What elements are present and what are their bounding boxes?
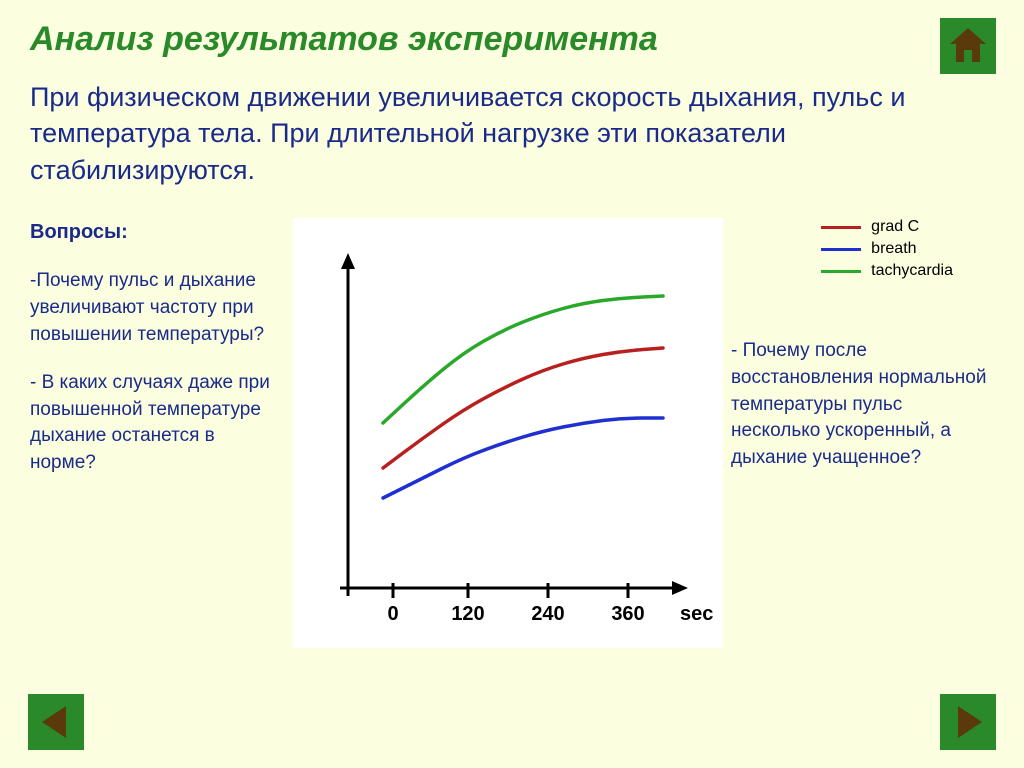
question-1: -Почему пульс и дыхание увеличивают част…	[30, 268, 285, 348]
svg-text:360: 360	[611, 603, 644, 625]
questions-left: Вопросы: -Почему пульс и дыхание увеличи…	[30, 218, 285, 498]
legend-label: tachycardia	[871, 262, 953, 280]
line-chart: 0 120 240 360 sec	[293, 218, 723, 648]
slide: Анализ результатов эксперимента При физи…	[0, 0, 1024, 768]
prev-button[interactable]	[28, 694, 84, 750]
legend-label: breath	[871, 240, 916, 258]
arrow-right-icon	[940, 694, 996, 750]
question-right: - Почему после восстановления нормальной…	[731, 338, 991, 471]
legend-swatch	[821, 270, 861, 273]
content-row: Вопросы: -Почему пульс и дыхание увеличи…	[30, 218, 994, 648]
home-icon	[940, 18, 996, 74]
chart-container: 0120240360sec grad Cbreathtachycardia	[293, 218, 723, 648]
legend-swatch	[821, 226, 861, 229]
svg-text:sec: sec	[680, 603, 713, 625]
svg-text:0: 0	[387, 603, 398, 625]
legend-item: grad C	[821, 218, 953, 236]
chart-legend: grad C breath tachycardia	[821, 218, 953, 284]
next-button[interactable]	[940, 694, 996, 750]
intro-text: При физическом движении увеличивается ск…	[30, 79, 994, 188]
question-2: - В каких случаях даже при повышенной те…	[30, 370, 285, 476]
legend-swatch	[821, 248, 861, 251]
legend-label: grad C	[871, 218, 919, 236]
legend-item: breath	[821, 240, 953, 258]
questions-heading: Вопросы:	[30, 218, 285, 246]
arrow-left-icon	[28, 694, 84, 750]
slide-title: Анализ результатов эксперимента	[30, 20, 994, 59]
svg-text:240: 240	[531, 603, 564, 625]
svg-text:120: 120	[451, 603, 484, 625]
home-button[interactable]	[940, 18, 996, 74]
legend-item: tachycardia	[821, 262, 953, 280]
